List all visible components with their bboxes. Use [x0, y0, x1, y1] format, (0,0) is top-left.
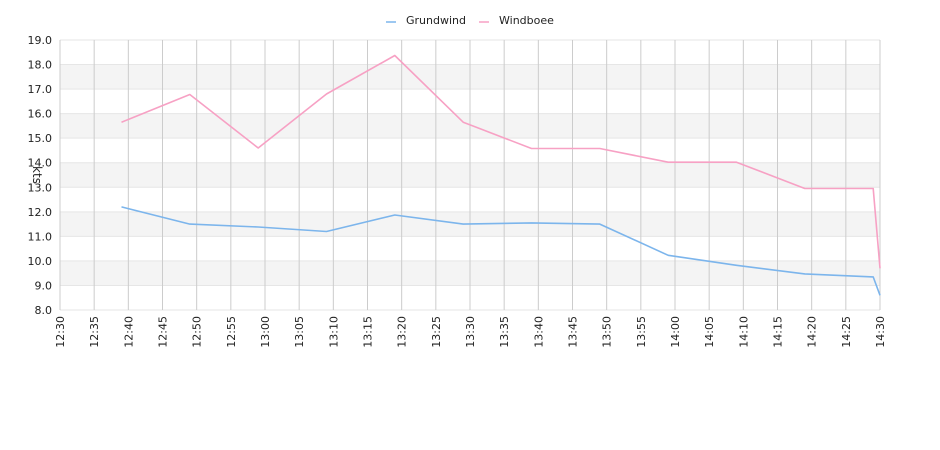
series-line-windboee [121, 54, 881, 269]
x-tick-label: 12:55 [225, 316, 238, 348]
x-tick-label: 13:45 [567, 316, 580, 348]
legend-label: Windboee [499, 14, 554, 27]
y-axis-label: kts [30, 166, 44, 184]
y-tick-label: 11.0 [28, 230, 53, 243]
y-tick-label: 15.0 [28, 132, 53, 145]
x-tick-label: 13:55 [635, 316, 648, 348]
x-tick-label: 14:30 [874, 316, 887, 348]
x-tick-label: 13:40 [532, 316, 545, 348]
x-tick-label: 14:20 [806, 316, 819, 348]
x-tick-label: 13:05 [293, 316, 306, 348]
x-tick-label: 14:05 [703, 316, 716, 348]
x-tick-label: 12:45 [157, 316, 170, 348]
x-tick-label: 14:10 [737, 316, 750, 348]
x-tick-label: 13:35 [498, 316, 511, 348]
y-tick-label: 17.0 [28, 83, 53, 96]
x-tick-label: 14:00 [669, 316, 682, 348]
legend: Grundwind Windboee [386, 14, 554, 27]
y-tick-label: 18.0 [28, 59, 53, 72]
y-tick-label: 8.0 [35, 304, 53, 317]
y-axis-ticks: 8.0 9.0 10.0 11.0 12.0 13.0 14.0 15.0 16.0 17.0 18… [28, 34, 53, 317]
series-lines [121, 54, 881, 296]
x-tick-label: 13:20 [396, 316, 409, 348]
x-axis-ticks: 12:30 12:35 12:40 12:45 12:50 12:55 13:00 13:05… [54, 316, 887, 348]
x-tick-label: 13:25 [430, 316, 443, 348]
x-tick-label: 13:00 [259, 316, 272, 348]
x-tick-label: 13:10 [327, 316, 340, 348]
x-tick-label: 12:35 [88, 316, 101, 348]
x-tick-label: 12:50 [191, 316, 204, 348]
x-tick-label: 14:25 [840, 316, 853, 348]
x-tick-label: 13:50 [601, 316, 614, 348]
y-tick-label: 19.0 [28, 34, 53, 47]
x-tick-label: 14:15 [772, 316, 785, 348]
series-line-grundwind [121, 206, 881, 296]
x-tick-label: 13:15 [362, 316, 375, 348]
legend-label: Grundwind [406, 14, 466, 27]
x-tick-label: 12:40 [122, 316, 135, 348]
y-tick-label: 14.0 [28, 157, 53, 170]
y-tick-label: 16.0 [28, 108, 53, 121]
y-tick-label: 9.0 [35, 279, 53, 292]
grid-lines [59, 39, 881, 311]
x-tick-label: 13:30 [464, 316, 477, 348]
x-tick-label: 12:30 [54, 316, 67, 348]
y-tick-label: 10.0 [28, 255, 53, 268]
y-tick-label: 12.0 [28, 206, 53, 219]
y-tick-label: 13.0 [28, 181, 53, 194]
